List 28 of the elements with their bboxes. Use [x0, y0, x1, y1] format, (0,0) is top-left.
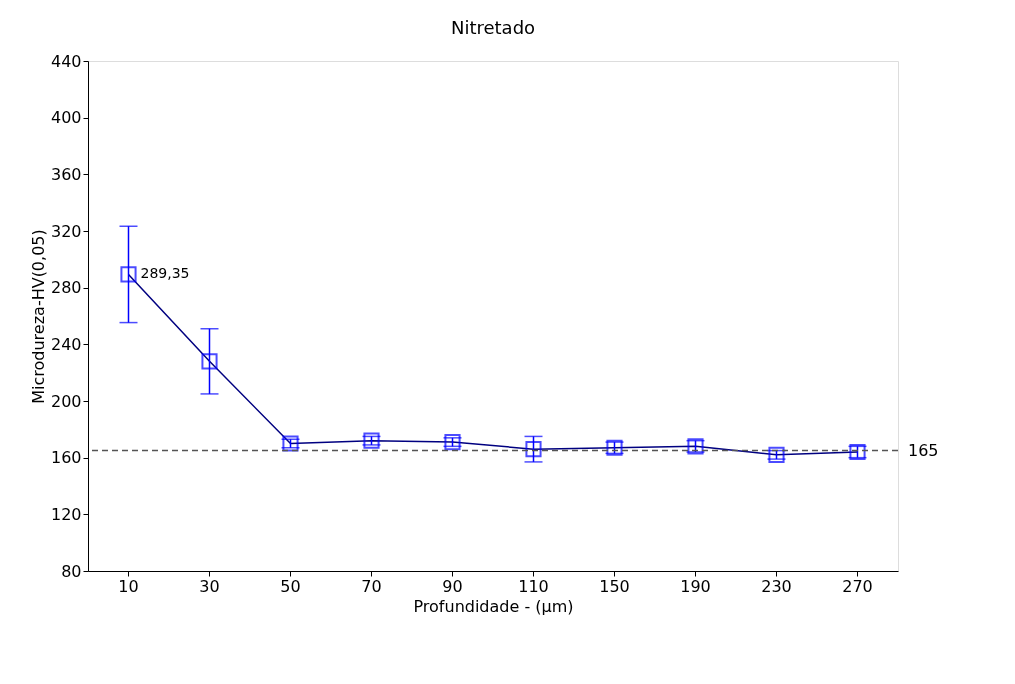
x-tick-label: 10	[118, 576, 139, 596]
y-tick-label: 360	[50, 164, 82, 184]
point	[201, 353, 218, 370]
x-tick-label: 30	[199, 576, 220, 596]
point	[120, 266, 137, 283]
y-tick-label: 320	[50, 221, 82, 241]
x-tick-label: 50	[280, 576, 301, 596]
point	[525, 441, 542, 458]
x-axis-title: Profundidade - (µm)	[413, 596, 574, 616]
y-axis-title: Microdureza-HV(0,05)	[28, 229, 48, 404]
y-tick-label: 80	[61, 561, 82, 581]
ref-line-label: 165	[908, 440, 939, 460]
y-tick-label: 240	[50, 334, 82, 354]
y-tick-label: 200	[50, 391, 82, 411]
x-tick-label: 70	[361, 576, 382, 596]
y-tick-label: 280	[50, 278, 82, 298]
y-tick-label: 120	[50, 504, 82, 524]
data-label: 289,35	[140, 265, 190, 282]
x-tick-label: 190	[680, 576, 711, 596]
y-tick-label: 400	[50, 108, 82, 128]
x-tick-label: 270	[842, 576, 873, 596]
x-tick-label: 150	[599, 576, 630, 596]
x-tick-label: 90	[442, 576, 463, 596]
x-tick-label: 110	[518, 576, 549, 596]
chart-title: Nitretado	[450, 17, 536, 38]
x-tick-label: 230	[761, 576, 792, 596]
y-tick-label: 160	[50, 448, 82, 468]
y-tick-label: 440	[50, 51, 82, 71]
